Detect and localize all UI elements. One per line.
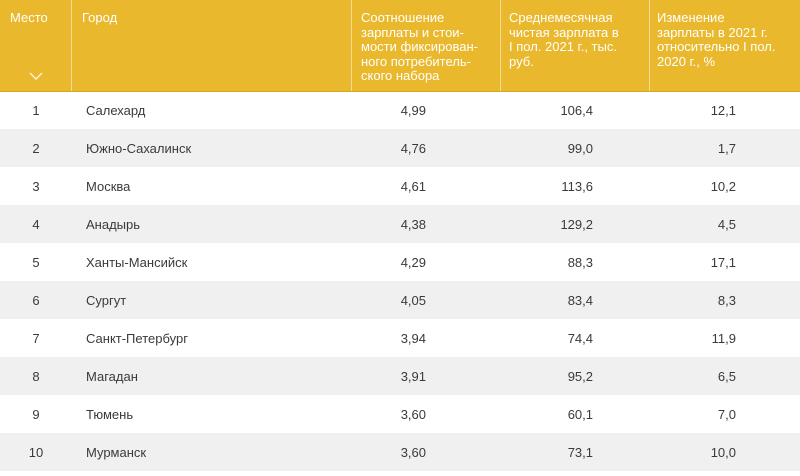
table-row: 8 Магадан 3,91 95,2 6,5 [0, 357, 800, 395]
table-header: Место Город Соотношение зарплаты и стои-… [0, 0, 800, 92]
ratio-cell: 4,05 [400, 292, 426, 308]
city-cell: Мурманск [86, 444, 147, 460]
salary-cell: 129,2 [560, 216, 593, 232]
chevron-down-icon[interactable] [29, 72, 43, 80]
table-row: 10 Мурманск 3,60 73,1 10,0 [0, 433, 800, 471]
rank-cell: 6 [32, 292, 40, 308]
rank-cell: 1 [32, 103, 40, 118]
column-header-ratio-label: Соотношение зарплаты и стои- мости фикси… [361, 10, 479, 83]
column-header-salary[interactable]: Среднемесячная чистая зарплата в I пол. … [501, 0, 650, 91]
rank-cell: 8 [32, 368, 40, 384]
salary-cell: 99,0 [567, 140, 593, 156]
table-row: 1 Салехард 4,99 106,4 12,1 [0, 92, 800, 129]
change-cell: 1,7 [717, 140, 736, 156]
city-cell: Салехард [86, 103, 146, 118]
column-header-ratio[interactable]: Соотношение зарплаты и стои- мости фикси… [352, 0, 501, 91]
table-row: 2 Южно-Сахалинск 4,76 99,0 1,7 [0, 129, 800, 167]
change-cell: 12,1 [710, 103, 736, 118]
rank-cell: 9 [32, 406, 40, 422]
column-header-rank-label: Место [10, 10, 48, 25]
change-cell: 6,5 [717, 368, 736, 384]
salary-cell: 60,1 [567, 406, 593, 422]
table-body: 1 Салехард 4,99 106,4 12,1 2 Южно-Сахалинск 4,7… [0, 92, 800, 471]
change-cell: 17,1 [710, 254, 736, 270]
rank-cell: 2 [32, 140, 40, 156]
table-row: 5 Ханты-Мансийск 4,29 88,3 17,1 [0, 243, 800, 281]
change-cell: 7,0 [717, 406, 736, 422]
ratio-cell: 4,76 [400, 140, 426, 156]
table-row: 3 Москва 4,61 113,6 10,2 [0, 167, 800, 205]
change-cell: 10,0 [710, 444, 736, 460]
column-header-salary-label: Среднемесячная чистая зарплата в I пол. … [509, 10, 619, 69]
city-cell: Магадан [86, 368, 138, 384]
table-row: 9 Тюмень 3,60 60,1 7,0 [0, 395, 800, 433]
rank-cell: 3 [32, 178, 40, 194]
city-cell: Анадырь [86, 216, 141, 232]
ratio-cell: 4,61 [400, 178, 426, 194]
ratio-cell: 4,38 [400, 216, 426, 232]
change-cell: 11,9 [711, 330, 736, 346]
city-cell: Сургут [86, 292, 127, 308]
salary-cell: 106,4 [560, 103, 593, 118]
ratio-cell: 3,94 [400, 330, 426, 346]
city-cell: Южно-Сахалинск [86, 140, 192, 156]
change-cell: 4,5 [717, 216, 736, 232]
salary-cell: 73,1 [567, 444, 593, 460]
city-cell: Санкт-Петербург [86, 330, 188, 346]
table-row: 7 Санкт-Петербург 3,94 74,4 11,9 [0, 319, 800, 357]
rank-cell: 7 [32, 330, 40, 346]
column-header-change-label: Изменение зарплаты в 2021 г. относительн… [657, 10, 776, 69]
rank-cell: 4 [32, 216, 40, 232]
change-cell: 8,3 [717, 292, 736, 308]
city-cell: Москва [86, 178, 131, 194]
ratio-cell: 4,99 [400, 103, 426, 118]
city-cell: Тюмень [86, 406, 134, 422]
ratio-cell: 3,60 [400, 406, 426, 422]
salary-cell: 95,2 [567, 368, 593, 384]
ratio-cell: 3,60 [400, 444, 426, 460]
rank-cell: 10 [28, 444, 44, 460]
change-cell: 10,2 [710, 178, 736, 194]
column-header-city[interactable]: Город [72, 0, 352, 91]
salary-cell: 88,3 [567, 254, 593, 270]
salary-cell: 74,4 [567, 330, 593, 346]
ratio-cell: 4,29 [400, 254, 426, 270]
column-header-city-label: Город [82, 10, 118, 25]
ratio-cell: 3,91 [400, 368, 426, 384]
city-cell: Ханты-Мансийск [86, 254, 188, 270]
salary-cell: 83,4 [567, 292, 593, 308]
column-header-rank[interactable]: Место [0, 0, 72, 91]
table-row: 6 Сургут 4,05 83,4 8,3 [0, 281, 800, 319]
column-header-change[interactable]: Изменение зарплаты в 2021 г. относительн… [650, 0, 800, 91]
table-row: 4 Анадырь 4,38 129,2 4,5 [0, 205, 800, 243]
salary-cell: 113,6 [561, 178, 593, 194]
rank-cell: 5 [32, 254, 40, 270]
